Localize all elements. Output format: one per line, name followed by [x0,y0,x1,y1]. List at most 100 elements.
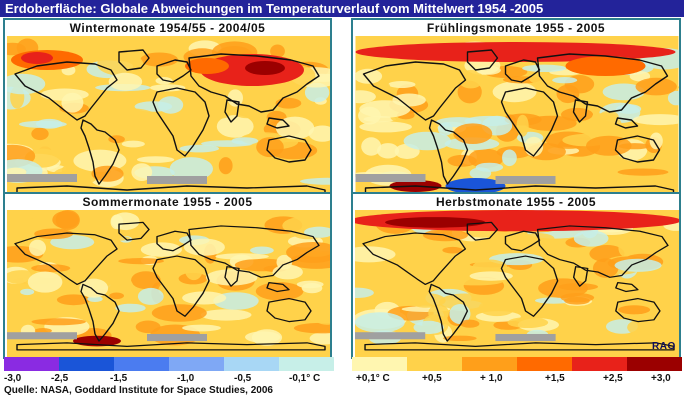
anomaly-patch [312,290,330,304]
anomaly-patch [184,259,203,281]
legend-swatch-warm-0 [352,357,407,371]
anomaly-patch [182,291,227,305]
anomaly-patch [161,117,203,137]
anomaly-patch [91,165,124,182]
legend-tick-cold-1: -2,5 [51,373,69,384]
anomaly-patch [293,322,330,334]
coastline [266,117,290,129]
anomaly-patch [115,303,146,313]
coastline [118,221,150,241]
coastline [504,59,541,83]
hot-spot-europe [185,58,229,74]
coastline [224,99,240,123]
no-data-region [355,174,426,182]
anomaly-patch [407,293,446,308]
panel-title-autumn: Herbstmonate 1955 - 2005 [435,195,597,209]
anomaly-patch [79,278,109,298]
anomaly-patch [520,233,555,245]
coastline [428,283,469,342]
legend-tick-warm-0: +0,1° C [356,373,390,384]
coastline [466,221,499,241]
anomaly-patch [627,318,660,336]
anomaly-patch [312,305,330,325]
anomaly-patch [150,84,186,92]
legend-warm [352,357,682,371]
anomaly-patch [564,296,590,305]
anomaly-patch [179,144,220,153]
coastline [536,53,669,113]
anomaly-patch [308,125,330,142]
legend-swatch-warm-2 [462,357,517,371]
panel-title-winter: Wintermonate 1954/55 - 2004/05 [69,21,266,35]
map-spring [355,36,679,202]
anomaly-patch [592,113,617,120]
hot-spot-siberia-core [245,61,285,75]
anomaly-patch [413,320,444,335]
anomaly-patch [34,228,74,240]
anomaly-patch [140,242,182,257]
no-data-region [147,333,207,342]
anomaly-patch [359,121,412,133]
legend-tick-cold-0: -3,0 [4,373,22,384]
anomaly-patch [61,92,84,113]
map-autumn [355,210,679,357]
anomaly-patch [19,120,67,128]
anomaly-patch [131,271,161,290]
legend-tick-warm-1: +0,5 [422,373,442,384]
anomaly-patch [663,249,679,267]
no-data-region [7,174,77,182]
anomaly-patch [361,137,382,156]
anomaly-patch [442,246,464,254]
anomaly-patch [618,305,651,315]
anomaly-patch [355,68,383,84]
anomaly-patch [11,216,38,236]
no-data-region [355,332,426,340]
legend-tick-cold-5: -0,1° C [289,373,321,384]
anomaly-patch [469,271,513,281]
anomaly-patch [573,230,609,247]
map-summer [7,210,330,357]
rao-logo: RAO [652,341,676,352]
anomaly-patch [7,73,46,95]
anomaly-patch [538,278,588,299]
anomaly-patch [140,52,178,67]
source-note: Quelle: NASA, Goddard Institute for Spac… [4,385,273,396]
coastline [266,297,312,323]
anomaly-patch [460,319,480,328]
chart-header-title: Erdoberfläche: Globale Abweichungen im T… [0,0,684,17]
coastline [572,266,589,287]
coastline [504,230,541,252]
panel-autumn: Herbstmonate 1955 - 2005 [351,192,681,359]
legend-tick-cold-2: -1,5 [110,373,128,384]
coastline [614,135,661,163]
coastline [466,49,499,71]
anomaly-patch [304,226,330,238]
anomaly-patch [355,90,376,104]
anomaly-patch [628,332,678,345]
legend-swatch-cold-2 [114,357,169,371]
legend-tick-warm-2: + 1,0 [480,373,503,384]
coastline [152,87,210,157]
legend-tick-warm-5: +3,0 [651,373,671,384]
anomaly-patch [618,238,631,257]
anomaly-patch [245,331,281,343]
anomaly-patch [377,143,399,159]
anomaly-patch [295,159,330,181]
coastline [615,297,661,323]
anomaly-patch [369,289,417,299]
panel-spring: Frühlingsmonate 1955 - 2005 [351,18,681,204]
anomaly-patch [360,271,400,279]
panel-title-summer: Sommermonate 1955 - 2005 [82,195,253,209]
no-data-region [495,176,556,184]
no-data-region [147,176,207,184]
anomaly-patch [183,238,225,256]
anomaly-patch [667,90,679,106]
anomaly-patch [56,294,91,306]
coastline [224,266,240,287]
hot-spot-arctic-core [385,217,486,228]
anomaly-patch [524,115,577,131]
coastline [500,255,559,317]
anomaly-patch [27,271,63,293]
coastline [152,255,210,317]
coastline [188,53,320,113]
